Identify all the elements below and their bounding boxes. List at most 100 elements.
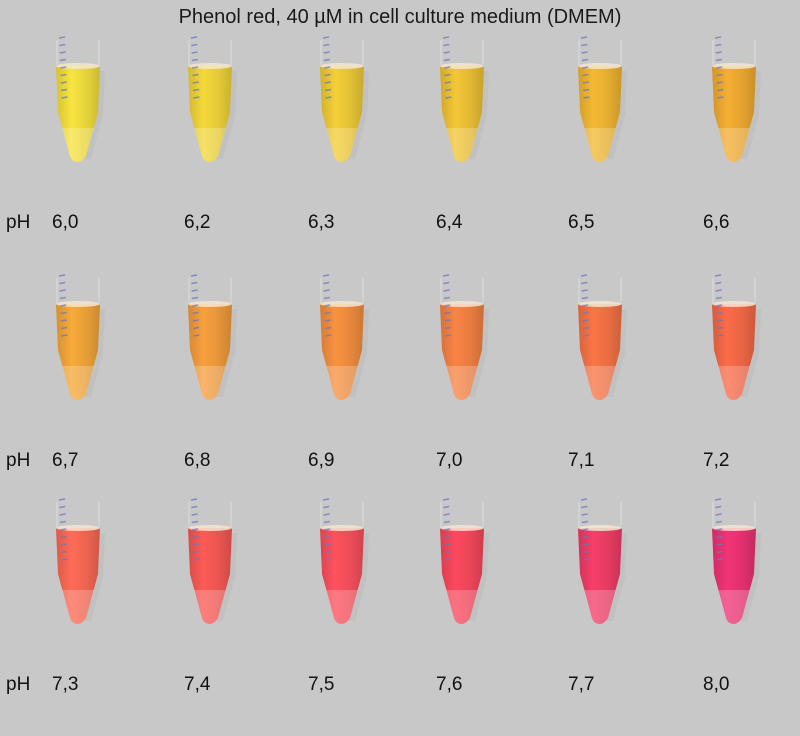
tube-illustration: [56, 274, 105, 400]
tube-row-3: pH 7,3 7,4 7,5 7,6 7,7 8,0: [0, 490, 800, 720]
tube-wall: [320, 278, 364, 304]
tube-wall: [712, 40, 756, 66]
tube-illustration: [188, 36, 237, 162]
tube-meniscus: [56, 63, 100, 69]
graduation-marks: [442, 498, 452, 561]
sample-tube: [566, 494, 636, 634]
ph-value-label: 6,5: [568, 212, 595, 233]
tube-tip: [194, 128, 226, 162]
sample-tube: [44, 270, 114, 410]
sample-tube: [176, 494, 246, 634]
sample-tube: [428, 494, 498, 634]
tube-illustration: [320, 274, 369, 400]
tube-meniscus: [712, 63, 756, 69]
tube-tip: [62, 128, 94, 162]
tube-wall: [188, 278, 232, 304]
tube-illustration: [440, 274, 489, 400]
ph-value-label: 6,2: [184, 212, 211, 233]
tube-tip: [326, 128, 358, 162]
sample-tube: [308, 32, 378, 172]
tube-tip: [584, 366, 616, 400]
ph-value-label: 6,0: [52, 212, 79, 233]
sample-tube: [700, 270, 770, 410]
tube-illustration: [578, 274, 627, 400]
ph-value-label: 7,0: [436, 450, 463, 471]
graduation-marks: [58, 498, 68, 561]
tube-meniscus: [440, 63, 484, 69]
tube-meniscus: [320, 63, 364, 69]
graduation-marks: [714, 498, 724, 561]
tube-tip: [718, 366, 750, 400]
tube-tip: [718, 128, 750, 162]
ph-value-label: 7,4: [184, 674, 211, 695]
tube-meniscus: [188, 525, 232, 531]
tube-meniscus: [56, 525, 100, 531]
tube-tip: [446, 366, 478, 400]
tube-tip: [62, 366, 94, 400]
tube-meniscus: [56, 301, 100, 307]
ph-value-label: 7,7: [568, 674, 595, 695]
sample-tube: [308, 270, 378, 410]
ph-prefix-label: pH: [6, 450, 31, 471]
tube-tip: [62, 590, 94, 624]
sample-tube: [44, 494, 114, 634]
tube-illustration: [578, 36, 627, 162]
ph-prefix-label: pH: [6, 212, 31, 233]
sample-tube: [44, 32, 114, 172]
tube-wall: [56, 40, 100, 66]
tube-wall: [712, 278, 756, 304]
tube-tip: [326, 366, 358, 400]
tube-tip: [194, 366, 226, 400]
tube-wall: [188, 502, 232, 528]
tube-meniscus: [712, 301, 756, 307]
sample-tube: [566, 32, 636, 172]
tube-illustration: [712, 498, 761, 624]
ph-value-label: 7,1: [568, 450, 595, 471]
tube-row-1: pH 6,0 6,2 6,3 6,4 6,5 6,6: [0, 28, 800, 258]
tube-wall: [578, 40, 622, 66]
ph-value-label: 6,8: [184, 450, 211, 471]
graduation-marks: [714, 36, 724, 99]
tube-meniscus: [320, 525, 364, 531]
tube-illustration: [712, 274, 761, 400]
ph-value-label: 7,6: [436, 674, 463, 695]
ph-value-label: 6,7: [52, 450, 79, 471]
sample-tube: [566, 270, 636, 410]
tube-illustration: [440, 36, 489, 162]
graduation-marks: [442, 36, 452, 99]
tube-tip: [584, 590, 616, 624]
tube-wall: [578, 502, 622, 528]
tube-meniscus: [578, 301, 622, 307]
tube-wall: [56, 502, 100, 528]
graduation-marks: [322, 36, 332, 99]
tube-illustration: [320, 498, 369, 624]
sample-tube: [428, 32, 498, 172]
graduation-marks: [322, 274, 332, 337]
ph-value-label: 6,6: [703, 212, 730, 233]
tube-meniscus: [188, 301, 232, 307]
graduation-marks: [580, 36, 590, 99]
tube-wall: [320, 502, 364, 528]
graduation-marks: [58, 36, 68, 99]
tube-wall: [440, 278, 484, 304]
graduation-marks: [714, 274, 724, 337]
tube-meniscus: [578, 63, 622, 69]
tube-illustration: [56, 498, 105, 624]
sample-tube: [700, 494, 770, 634]
graduation-marks: [322, 498, 332, 561]
tube-meniscus: [320, 301, 364, 307]
graduation-marks: [190, 498, 200, 561]
ph-value-label: 7,3: [52, 674, 79, 695]
ph-value-label: 7,2: [703, 450, 730, 471]
graduation-marks: [58, 274, 68, 337]
ph-value-label: 6,4: [436, 212, 463, 233]
tube-wall: [440, 502, 484, 528]
ph-value-label: 6,3: [308, 212, 335, 233]
tube-tip: [194, 590, 226, 624]
graduation-marks: [190, 36, 200, 99]
ph-value-label: 7,5: [308, 674, 335, 695]
tube-illustration: [320, 36, 369, 162]
graduation-marks: [190, 274, 200, 337]
ph-value-label: 6,9: [308, 450, 335, 471]
sample-tube: [176, 32, 246, 172]
